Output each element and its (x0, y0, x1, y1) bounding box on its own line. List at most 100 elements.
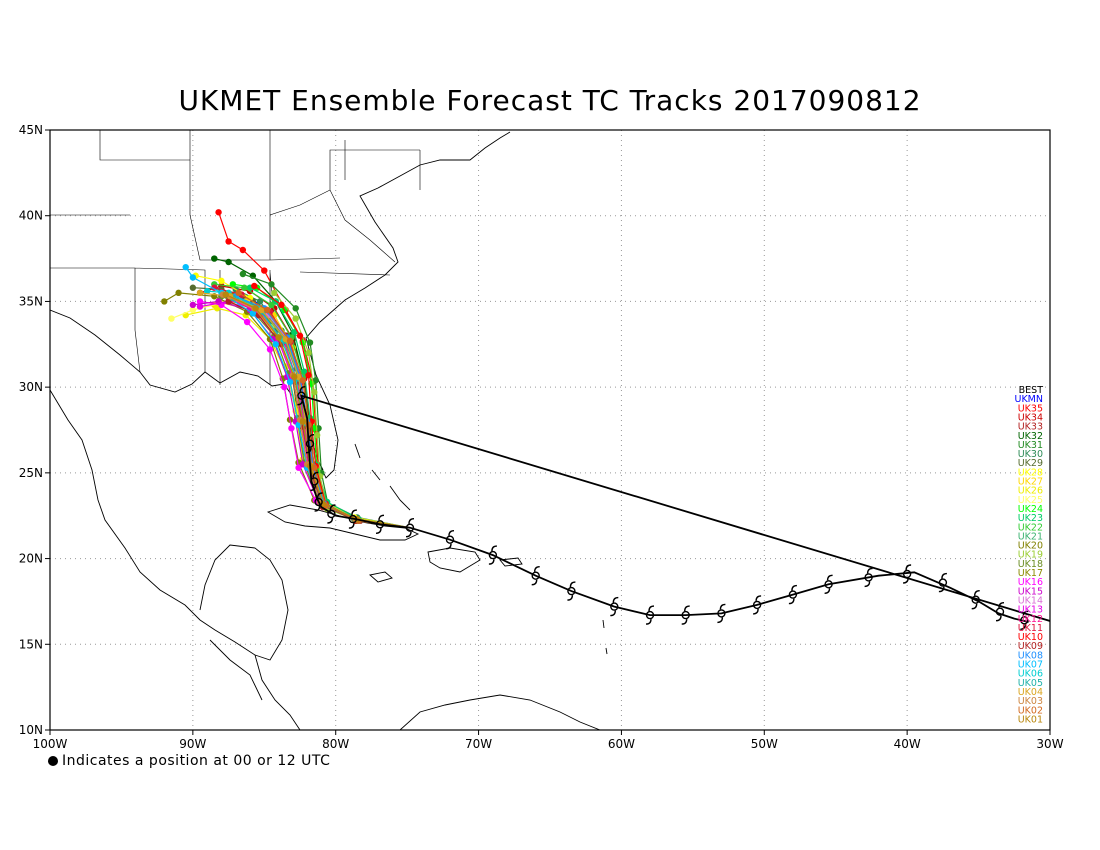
track-point (286, 378, 294, 386)
hurricane-symbol-icon (297, 386, 306, 406)
track-point (311, 389, 318, 396)
track-point (268, 301, 275, 309)
hurricane-symbol-icon (610, 596, 619, 617)
hurricane-symbol-icon (405, 518, 415, 538)
hurricane-symbol-icon (314, 492, 323, 512)
hurricane-symbol-arm (348, 523, 355, 529)
hurricane-symbol-icon (824, 574, 833, 594)
hurricane-symbol-icon (348, 509, 358, 529)
lon-tick-label: 50W (751, 737, 778, 751)
hurricane-symbol-arm (375, 528, 382, 534)
hurricane-symbol-arm (351, 509, 357, 516)
track-point (168, 315, 175, 322)
hurricane-symbol-ring (314, 497, 323, 507)
legend-item-uk31: UK31 (1018, 440, 1043, 451)
hurricane-symbol-ring (531, 571, 540, 580)
legend-item-uk30: UK30 (1018, 449, 1043, 460)
track-point (252, 305, 259, 312)
coastlines (50, 131, 608, 730)
position-note: Indicates a position at 00 or 12 UTC (48, 753, 330, 769)
hurricane-symbol-icon (327, 504, 336, 524)
lat-tick-label: 35N (19, 294, 43, 308)
hurricane-symbol-ring (488, 550, 498, 560)
track-point (189, 274, 197, 281)
lat-tick-label: 15N (19, 637, 43, 651)
hurricane-symbol-ring (971, 595, 980, 604)
hurricane-symbol-ring (327, 509, 336, 519)
hurricane-symbol-arm (299, 386, 306, 392)
lon-tick-label: 30W (1036, 737, 1063, 751)
track-uk20 (161, 289, 411, 529)
lon-tick-label: 70W (465, 737, 492, 751)
hurricane-symbol-icon (971, 590, 980, 610)
track-point (182, 263, 189, 271)
track-point (305, 371, 312, 379)
legend-item-uk03: UK03 (1018, 696, 1043, 707)
track-uk02 (235, 289, 411, 529)
track-point (281, 383, 288, 391)
hurricane-symbol-arm (791, 584, 797, 591)
track-point (299, 418, 307, 425)
track-point (239, 270, 247, 278)
track-line (222, 294, 411, 529)
hurricane-symbol-arm (612, 596, 619, 603)
hurricane-symbol-arm (327, 517, 334, 524)
hurricane-symbol-arm (297, 399, 304, 406)
hispaniola (427, 547, 481, 573)
hurricane-symbol-icon (375, 514, 385, 534)
hurricane-symbol-ring (752, 600, 762, 610)
hurricane-symbol-ring (717, 609, 726, 618)
hurricane-symbol-arm (998, 602, 1005, 608)
track-point (196, 289, 204, 297)
bahamas (354, 443, 411, 511)
best-track-line (300, 394, 1050, 623)
hurricane-symbol-icon (938, 572, 948, 593)
hurricane-symbol-ring (902, 569, 912, 579)
legend-item-uk17: UK17 (1018, 568, 1043, 579)
hurricane-symbol-arm (329, 504, 336, 511)
track-point (288, 425, 295, 432)
hurricane-symbol-ring (645, 610, 655, 620)
track-point (263, 306, 271, 314)
hurricane-symbol-arm (531, 579, 538, 586)
track-point (291, 373, 298, 381)
track-point (251, 282, 258, 290)
track-point (278, 301, 285, 309)
hurricane-symbol-icon (645, 605, 655, 625)
legend-item-uk25: UK25 (1018, 495, 1043, 506)
track-point (175, 289, 182, 297)
hurricane-symbol-ring (297, 391, 306, 400)
hurricane-symbol-icon (531, 566, 540, 586)
hurricane-symbol-ring (824, 580, 833, 589)
hurricane-symbol-ring (681, 610, 690, 620)
hurricane-symbol-arm (905, 564, 912, 571)
hurricane-symbol-arm (866, 567, 873, 574)
hurricane-symbol-arm (974, 590, 980, 596)
hurricane-symbol-arm (864, 581, 871, 588)
legend-item-uk22: UK22 (1018, 522, 1043, 533)
hurricane-symbol-arm (1020, 624, 1027, 630)
track-line (242, 295, 411, 529)
legend-item-uk05: UK05 (1018, 678, 1043, 689)
position-dot-icon (48, 756, 58, 766)
hurricane-symbol-icon (305, 434, 315, 454)
track-point (305, 421, 312, 429)
track-line (214, 283, 411, 529)
hurricane-symbol-ring (375, 520, 385, 529)
hurricane-symbol-arm (826, 574, 833, 581)
plot-frame (49, 129, 1051, 731)
legend-item-uk04: UK04 (1018, 687, 1043, 698)
hurricane-symbol-arm (824, 588, 831, 594)
hurricane-symbol-arm (941, 572, 947, 579)
puerto-rico (499, 557, 523, 567)
hurricane-symbol-arm (316, 492, 323, 499)
hurricane-symbol-ring (405, 523, 415, 532)
track-point (196, 298, 204, 305)
legend-item-best: BEST (1019, 385, 1044, 396)
hurricane-symbol-ring (864, 573, 873, 582)
track-point (239, 246, 247, 254)
track-line (163, 292, 411, 529)
legend-item-uk06: UK06 (1018, 669, 1043, 680)
track-point (213, 305, 221, 312)
legend-item-uk33: UK33 (1018, 422, 1043, 433)
